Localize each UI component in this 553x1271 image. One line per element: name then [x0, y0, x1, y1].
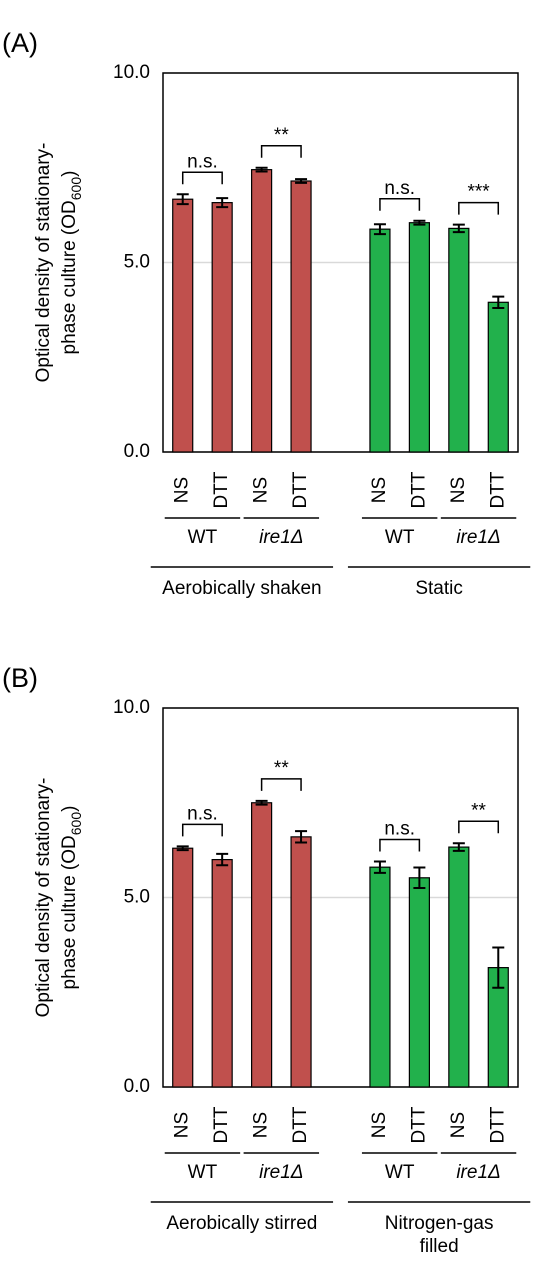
y-label-line: Optical density of stationary- [33, 143, 54, 383]
condition-label: Static [415, 578, 463, 599]
strain-label: ire1Δ [259, 527, 303, 548]
bar [251, 169, 273, 453]
x-tick-label: DTT [487, 1106, 508, 1143]
error-bar [452, 842, 465, 852]
y-label-text: phase culture (OD [59, 835, 80, 989]
significance-label: ** [471, 800, 486, 821]
error-bar [452, 223, 465, 234]
plot-frame [162, 707, 519, 1088]
x-tick-label: DTT [408, 1106, 429, 1143]
significance-bracket [181, 171, 223, 185]
error-bar [176, 845, 189, 852]
strain-label: WT [385, 1162, 415, 1183]
error-bar [216, 852, 229, 867]
error-bar [492, 295, 505, 309]
bar [172, 198, 194, 453]
x-tick-label: NS [172, 477, 193, 503]
bar [211, 202, 233, 453]
condition-label: filled [420, 1236, 459, 1257]
bar [408, 877, 430, 1088]
y-tick-label: 5.0 [124, 887, 150, 908]
significance-bracket [458, 201, 500, 215]
error-bar [295, 178, 308, 184]
x-tick-label: NS [369, 1112, 390, 1138]
significance-label: n.s. [187, 151, 218, 172]
x-tick-label: NS [172, 1112, 193, 1138]
y-tick-label: 10.0 [113, 697, 150, 718]
bar [369, 866, 391, 1088]
error-bar [373, 223, 386, 236]
significance-bracket [458, 820, 500, 834]
condition-label: Aerobically shaken [162, 578, 321, 599]
bar [251, 802, 273, 1088]
y-tick-label: 10.0 [113, 62, 150, 83]
significance-label: n.s. [187, 803, 218, 824]
strain-label: ire1Δ [259, 1162, 303, 1183]
bar [408, 222, 430, 453]
error-bar [413, 866, 426, 890]
bar [448, 846, 470, 1088]
y-label-text: phase culture (OD [59, 200, 80, 354]
significance-label: ** [274, 125, 289, 146]
y-tick-label: 5.0 [124, 252, 150, 273]
significance-label: ** [274, 758, 289, 779]
error-bar [216, 197, 229, 209]
panel-label: (A) [2, 28, 38, 58]
error-bar [255, 799, 268, 806]
x-tick-label: NS [448, 477, 469, 503]
y-label-subscript: 600 [68, 812, 84, 836]
x-tick-label: NS [251, 477, 272, 503]
strain-label: WT [188, 527, 218, 548]
x-tick-label: DTT [211, 1106, 232, 1143]
y-axis-label: Optical density of stationary- [33, 778, 54, 1018]
x-tick-label: DTT [290, 471, 311, 508]
bar [211, 858, 233, 1088]
bar [487, 301, 509, 453]
bar [290, 180, 312, 453]
bar [369, 228, 391, 453]
bar [290, 836, 312, 1088]
error-bar [295, 830, 308, 844]
strain-label: WT [385, 527, 415, 548]
strain-label: ire1Δ [456, 1162, 500, 1183]
significance-bracket [260, 145, 302, 158]
significance-bracket [379, 198, 421, 211]
y-axis-label: phase culture (OD600) [59, 171, 84, 355]
x-tick-label: DTT [211, 471, 232, 508]
y-label-text: ) [59, 806, 80, 812]
x-tick-label: NS [251, 1112, 272, 1138]
y-axis-label: Optical density of stationary- [33, 143, 54, 383]
error-bar [176, 193, 189, 206]
significance-label: *** [467, 182, 490, 203]
strain-label: WT [188, 1162, 218, 1183]
significance-bracket [260, 778, 302, 791]
strain-label: ire1Δ [456, 527, 500, 548]
y-label-subscript: 600 [68, 177, 84, 201]
x-tick-label: DTT [290, 1106, 311, 1143]
x-tick-label: NS [369, 477, 390, 503]
y-axis-label: phase culture (OD600) [59, 806, 84, 990]
y-label-line: Optical density of stationary- [33, 778, 54, 1018]
y-tick-label: 0.0 [124, 1076, 150, 1097]
x-tick-label: NS [448, 1112, 469, 1138]
y-tick-label: 0.0 [124, 441, 150, 462]
bar [172, 847, 194, 1088]
bar [448, 227, 470, 453]
significance-label: n.s. [384, 819, 415, 840]
error-bar [255, 166, 268, 173]
error-bar [413, 219, 426, 226]
x-tick-label: DTT [487, 471, 508, 508]
significance-label: n.s. [384, 178, 415, 199]
significance-bracket [181, 823, 223, 837]
x-tick-label: DTT [408, 471, 429, 508]
panel-label: (B) [2, 663, 38, 693]
condition-label: Nitrogen-gas [385, 1213, 494, 1234]
significance-bracket [379, 838, 421, 852]
y-label-text: ) [59, 171, 80, 177]
condition-label: Aerobically stirred [166, 1213, 317, 1234]
plot-frame [162, 72, 519, 453]
error-bar [492, 946, 505, 989]
error-bar [373, 860, 386, 874]
